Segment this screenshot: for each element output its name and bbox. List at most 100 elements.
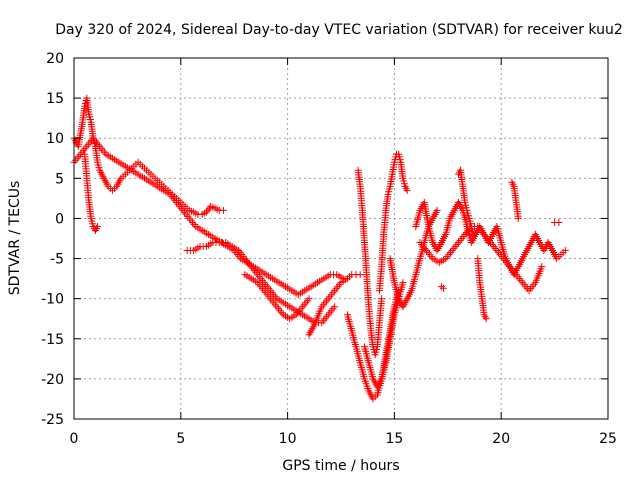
- data-point: [215, 239, 226, 246]
- data-point: [121, 162, 133, 173]
- y-tick-label: -20: [41, 372, 64, 388]
- data-point: [241, 271, 253, 281]
- data-point: [448, 241, 461, 254]
- chart-title: Day 320 of 2024, Sidereal Day-to-day VTE…: [55, 22, 623, 38]
- data-point: [209, 239, 220, 246]
- data-point: [487, 239, 499, 252]
- data-point: [361, 375, 372, 392]
- y-tick-label: -10: [41, 292, 64, 308]
- data-point: [185, 214, 198, 228]
- x-axis-label: GPS time / hours: [282, 458, 399, 474]
- data-point: [181, 202, 191, 212]
- data-point: [514, 214, 522, 222]
- data-points: [70, 94, 569, 403]
- data-point: [474, 223, 486, 236]
- data-point: [465, 214, 475, 228]
- data-point: [512, 271, 525, 285]
- y-tick-label: 0: [55, 211, 64, 227]
- data-point: [147, 178, 159, 189]
- data-point: [128, 166, 140, 177]
- data-point: [185, 206, 195, 215]
- data-point: [311, 305, 325, 327]
- data-point: [115, 158, 127, 169]
- data-point: [363, 271, 373, 308]
- data-point: [134, 170, 146, 181]
- data-point: [361, 343, 372, 365]
- data-point: [108, 154, 121, 165]
- data-point: [382, 329, 394, 359]
- data-point: [544, 239, 555, 252]
- y-tick-label: 5: [55, 171, 64, 187]
- data-point: [455, 198, 466, 212]
- data-point: [480, 311, 489, 321]
- data-point: [386, 173, 396, 190]
- y-tick-labels: 20 15 10 5 0 -5 -10 -15 -20 -25: [41, 51, 64, 428]
- data-point: [305, 295, 313, 303]
- data-point: [433, 206, 441, 214]
- data-point: [81, 150, 91, 180]
- data-point: [74, 120, 86, 150]
- data-point: [461, 225, 474, 238]
- data-point: [555, 219, 563, 226]
- data-point: [429, 255, 441, 265]
- data-point: [382, 337, 394, 367]
- data-point: [198, 209, 208, 218]
- data-point: [196, 243, 207, 250]
- data-point: [378, 233, 388, 271]
- data-point: [177, 198, 187, 208]
- data-point: [256, 267, 268, 277]
- data-point: [324, 305, 337, 319]
- data-point: [467, 223, 477, 236]
- data-point: [455, 233, 467, 246]
- data-point: [267, 295, 279, 309]
- data-point: [294, 288, 307, 299]
- data-point: [457, 166, 466, 188]
- data-point: [420, 198, 432, 228]
- data-point: [299, 311, 311, 321]
- data-point: [373, 377, 384, 391]
- data-point: [401, 182, 410, 192]
- data-point: [269, 275, 281, 285]
- data-point: [399, 174, 408, 188]
- data-point: [493, 247, 506, 261]
- data-point: [228, 243, 240, 253]
- data-point: [81, 97, 90, 110]
- data-point: [260, 279, 273, 293]
- data-point: [416, 239, 429, 252]
- data-point: [190, 244, 202, 254]
- data-point: [279, 299, 292, 309]
- data-point: [412, 257, 423, 279]
- data-point: [318, 297, 331, 311]
- axis-ticks: [73, 57, 609, 420]
- data-point: [160, 186, 172, 197]
- y-tick-label: -25: [41, 412, 64, 428]
- data-point: [173, 198, 185, 212]
- data-point: [390, 153, 400, 166]
- data-point: [395, 150, 404, 164]
- data-point: [531, 231, 543, 244]
- data-point: [198, 227, 210, 237]
- data-point: [275, 279, 287, 289]
- data-point: [286, 303, 298, 313]
- x-tick-label: 0: [70, 431, 79, 447]
- data-point: [192, 223, 204, 233]
- data-point: [378, 295, 386, 303]
- data-point: [190, 208, 200, 217]
- data-point: [480, 231, 493, 244]
- data-point: [141, 174, 153, 185]
- data-point: [318, 313, 331, 327]
- data-point: [76, 144, 89, 158]
- data-point: [113, 176, 124, 190]
- data-point: [247, 275, 260, 285]
- data-point: [365, 359, 376, 381]
- data-point: [531, 265, 545, 287]
- data-point: [474, 255, 484, 284]
- y-tick-label: -15: [41, 332, 64, 348]
- data-point: [202, 204, 213, 216]
- data-point: [207, 202, 217, 211]
- data-point: [356, 359, 368, 381]
- data-point: [463, 206, 472, 220]
- data-point: [85, 110, 94, 123]
- data-point: [96, 166, 107, 180]
